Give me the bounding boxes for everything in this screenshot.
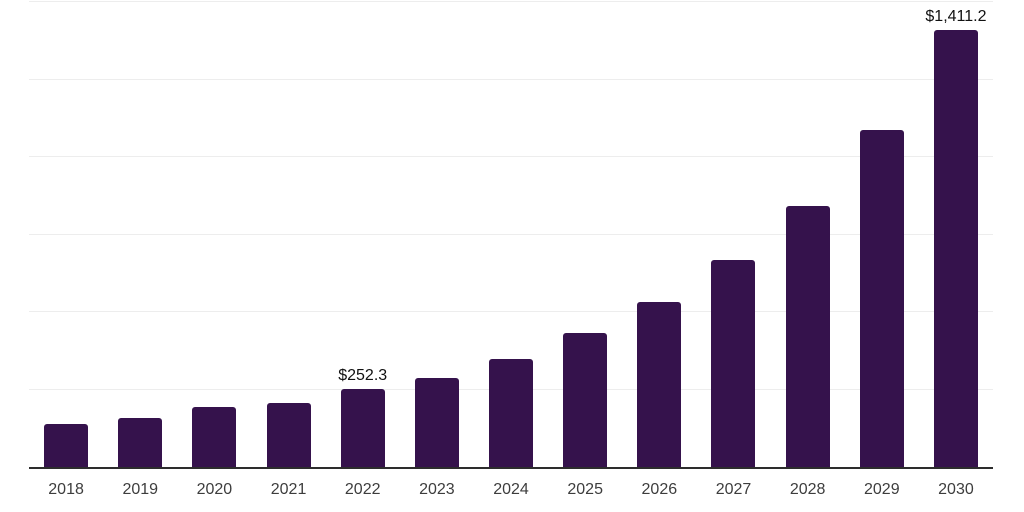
bar-value-label: $252.3 [338, 367, 388, 385]
x-tick-label-2025: 2025 [567, 481, 603, 498]
bar-2019 [118, 417, 163, 467]
gridline [29, 311, 993, 313]
bar-column-2021 [251, 2, 325, 467]
x-tick-label-2029: 2029 [864, 481, 900, 498]
x-tick-label-2024: 2024 [493, 481, 529, 498]
bar-column-2022: $252.3 [326, 2, 400, 467]
x-tick-label-2026: 2026 [641, 481, 678, 498]
x-axis-line [29, 467, 993, 469]
bar-2023 [414, 377, 459, 467]
gridline [29, 1, 993, 2]
x-tick-label-2028: 2028 [789, 481, 826, 498]
bar-2028 [785, 205, 830, 467]
bar-column-2030: $1,411.2 [919, 2, 993, 467]
bar-column-2020 [177, 2, 251, 467]
x-tick-label-2021: 2021 [270, 481, 307, 498]
bar-column-2028 [771, 2, 845, 467]
bar-2018 [44, 423, 89, 467]
bars: $252.3 $1,411.2 [29, 2, 993, 467]
bar-value-label: $1,411.2 [925, 7, 987, 25]
bar-column-2029 [845, 2, 919, 467]
bar-2030 [933, 29, 978, 467]
x-tick-label-2018: 2018 [48, 481, 84, 498]
bar-2024 [489, 358, 534, 467]
x-tick-label-2022: 2022 [344, 481, 381, 498]
bar-2020 [192, 407, 237, 467]
bar-2025 [563, 333, 608, 467]
bar-2029 [859, 130, 904, 467]
bar-2026 [637, 302, 682, 467]
x-tick-label-2019: 2019 [122, 481, 159, 498]
bar-column-2027 [696, 2, 770, 467]
plot-area: $252.3 $1,411.2 [29, 1, 993, 469]
bar-column-2018 [29, 2, 103, 467]
bar-column-2019 [103, 2, 177, 467]
bar-2021 [266, 403, 311, 467]
gridline [29, 156, 993, 158]
x-tick-label-2020: 2020 [196, 481, 233, 498]
bar-column-2025 [548, 2, 622, 467]
x-tick-label-2023: 2023 [419, 481, 455, 498]
x-axis-labels: 2018 2019 2020 2021 2022 2023 2024 2025 2026 2027… [29, 481, 993, 499]
bar-2022 [340, 388, 385, 467]
bar-column-2026 [622, 2, 696, 467]
gridline [29, 233, 993, 235]
bar-column-2023 [400, 2, 474, 467]
gridline [29, 78, 993, 80]
bar-column-2024 [474, 2, 548, 467]
x-tick-label-2030: 2030 [938, 481, 974, 498]
bar-2027 [711, 259, 756, 467]
x-tick-label-2027: 2027 [715, 481, 752, 498]
